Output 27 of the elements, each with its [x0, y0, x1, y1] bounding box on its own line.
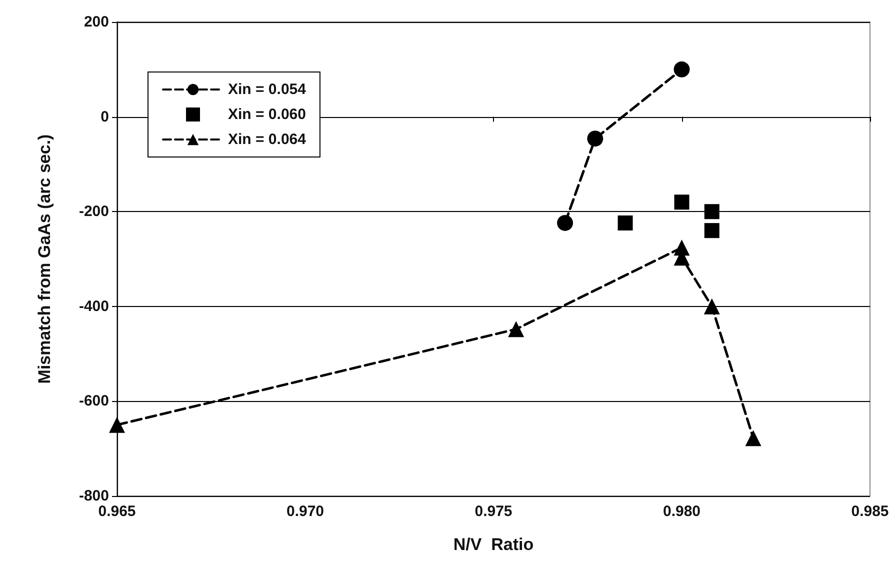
y-tick-label: 200	[84, 14, 109, 30]
y-tick-label: -800	[78, 488, 109, 504]
point	[508, 321, 524, 338]
point	[745, 430, 762, 446]
x-tick-label: 0.970	[286, 503, 324, 520]
point	[674, 61, 690, 78]
y-tick-label: 0	[100, 108, 109, 126]
point	[704, 204, 720, 220]
point	[704, 223, 720, 238]
y-axis-title: Mismatch from GaAs (arc sec.)	[35, 134, 54, 384]
point	[557, 214, 574, 231]
y-tick-label: -400	[78, 298, 109, 315]
point	[674, 194, 690, 210]
point	[618, 215, 633, 230]
legend-label: Xin = 0.060	[228, 106, 306, 123]
y-tick-label: -600	[78, 392, 109, 410]
x-tick-label: 0.985	[851, 503, 889, 520]
x-tick-label: 0.965	[98, 503, 136, 520]
legend-label: Xin = 0.054	[228, 81, 307, 98]
point	[704, 298, 720, 314]
x-axis-title: N/V Ratio	[453, 535, 534, 554]
point	[587, 130, 604, 147]
legend-label: Xin = 0.064	[228, 131, 307, 148]
x-tick-label: 0.975	[474, 503, 512, 520]
point	[109, 416, 125, 433]
y-tick-label: -200	[78, 203, 109, 220]
x-tick-label: 0.980	[662, 503, 701, 520]
